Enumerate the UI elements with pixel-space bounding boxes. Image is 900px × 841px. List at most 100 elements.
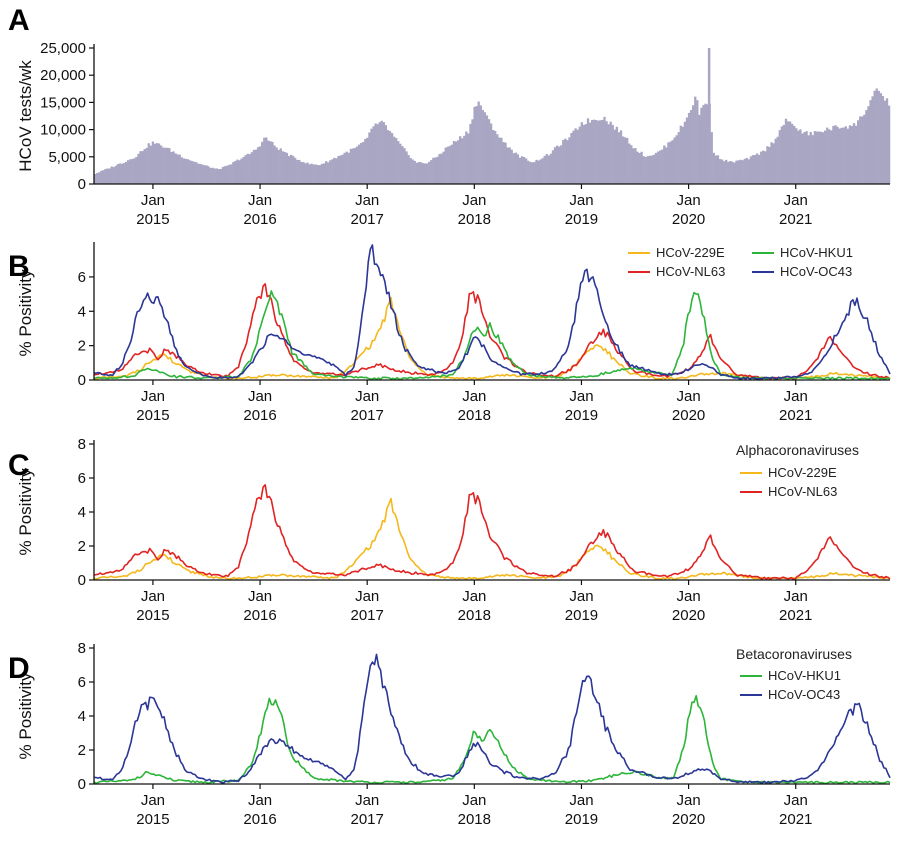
bar xyxy=(549,153,553,184)
bar xyxy=(758,154,761,184)
bar xyxy=(475,105,478,184)
x-tick-label-month: Jan xyxy=(676,588,700,605)
bar xyxy=(659,150,662,184)
y-tick-label: 25,000 xyxy=(40,40,86,57)
bar xyxy=(149,145,152,184)
bar xyxy=(155,143,159,184)
bar xyxy=(840,127,843,184)
bar xyxy=(683,121,687,184)
bar xyxy=(384,125,388,184)
bar xyxy=(685,117,689,184)
x-tick-label-month: Jan xyxy=(355,792,379,809)
bar xyxy=(545,154,548,184)
bar xyxy=(320,163,324,184)
bar xyxy=(310,163,313,184)
bar xyxy=(238,160,241,184)
bar xyxy=(322,163,326,184)
bar xyxy=(403,148,406,184)
panel-c: 0 2 4 6 8 Jan 2015 Jan 2016 Jan 2017 Jan 2018 Jan 2019… xyxy=(8,436,891,624)
bar xyxy=(776,136,779,184)
bar xyxy=(654,152,658,184)
x-tick-label-month: Jan xyxy=(569,388,593,405)
bar xyxy=(815,131,819,184)
bar xyxy=(100,170,103,184)
x-tick-label-month: Jan xyxy=(462,792,486,809)
bar xyxy=(718,159,722,184)
bar xyxy=(483,112,487,184)
bar xyxy=(324,161,328,184)
y-tick-label: 2 xyxy=(78,742,86,759)
bar xyxy=(131,158,134,184)
bar xyxy=(450,144,454,184)
bar xyxy=(411,159,414,184)
bar xyxy=(630,145,633,184)
bar xyxy=(566,140,569,184)
bar xyxy=(568,137,571,184)
bar xyxy=(234,160,237,184)
y-axis-label: % Positivity xyxy=(16,269,35,356)
bar xyxy=(283,151,287,184)
bar xyxy=(137,153,140,184)
bar xyxy=(743,158,746,184)
y-tick-label: 0 xyxy=(78,776,86,793)
x-tick-label-month: Jan xyxy=(141,792,165,809)
bar xyxy=(294,157,297,184)
bar xyxy=(797,130,800,184)
bar xyxy=(844,126,847,184)
bar xyxy=(357,144,361,184)
x-tick-label-year: 2016 xyxy=(243,607,276,624)
bar xyxy=(180,157,183,184)
bar xyxy=(232,162,235,184)
bar xyxy=(541,158,544,184)
legend-label: HCoV-NL63 xyxy=(656,264,725,279)
bar xyxy=(273,145,276,184)
bar xyxy=(811,135,814,184)
bar xyxy=(378,122,381,184)
bar xyxy=(601,119,604,184)
x-tick-label-year: 2016 xyxy=(243,211,276,228)
bar xyxy=(106,168,109,184)
bar xyxy=(116,164,119,184)
bar xyxy=(129,159,132,184)
bar xyxy=(380,120,383,184)
bar xyxy=(762,150,765,184)
bar xyxy=(302,162,305,184)
bar xyxy=(667,142,670,184)
bar xyxy=(463,135,466,184)
bar xyxy=(267,140,270,184)
bar xyxy=(465,131,468,184)
bar xyxy=(485,115,489,184)
bar xyxy=(285,152,289,184)
x-tick-label-month: Jan xyxy=(355,388,379,405)
bar xyxy=(104,169,107,184)
x-tick-label-year: 2020 xyxy=(672,407,705,424)
bar xyxy=(749,156,753,184)
bar xyxy=(360,143,363,184)
bar xyxy=(98,172,101,184)
y-tick-label: 15,000 xyxy=(40,94,86,111)
x-tick-label-month: Jan xyxy=(248,792,272,809)
bar xyxy=(339,155,342,184)
bar xyxy=(489,123,493,184)
bar xyxy=(258,146,262,184)
bar xyxy=(345,151,348,184)
bar xyxy=(279,148,282,184)
bar xyxy=(677,132,680,184)
bar xyxy=(230,164,233,184)
bar xyxy=(126,160,130,184)
bar xyxy=(415,162,419,184)
bar xyxy=(867,106,870,184)
bar xyxy=(727,161,730,184)
x-tick-label-month: Jan xyxy=(676,388,700,405)
y-tick-label: 10,000 xyxy=(40,122,86,139)
bar xyxy=(329,160,332,184)
bar xyxy=(190,160,194,184)
bar xyxy=(828,129,831,184)
bar xyxy=(574,128,577,184)
bar xyxy=(564,138,567,184)
bar xyxy=(205,165,208,184)
bar xyxy=(461,138,464,184)
bar xyxy=(710,132,713,184)
bar xyxy=(388,131,392,184)
bar xyxy=(590,119,594,184)
